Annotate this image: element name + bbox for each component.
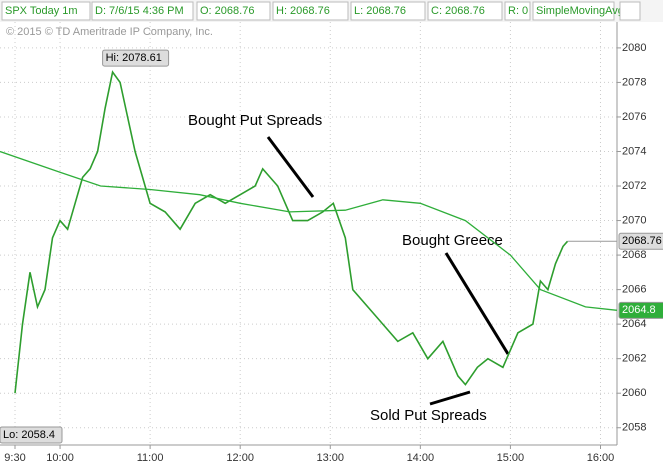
- y-tick-label: 2070: [622, 214, 646, 226]
- price-label-box: [618, 232, 663, 250]
- header-field-box: [272, 1, 349, 21]
- annotation-arrow: [266, 136, 315, 198]
- x-tick-label: 16:00: [587, 452, 615, 464]
- header-field-box: [427, 1, 503, 21]
- header-field-box: [532, 1, 615, 21]
- y-tick-label: 2062: [622, 353, 646, 365]
- y-tick-label: 2068: [622, 249, 646, 261]
- price-label: 2068.76: [622, 235, 662, 247]
- header-field: L: 2068.76: [354, 5, 406, 17]
- price-label: Lo: 2058.4: [3, 429, 55, 441]
- y-tick-label: 2066: [622, 284, 646, 296]
- header-icon: [619, 1, 641, 21]
- y-tick-label: 2072: [622, 180, 646, 192]
- header-field: C: 2068.76: [431, 5, 485, 17]
- y-tick-label: 2078: [622, 76, 646, 88]
- header-field: R: 0: [508, 5, 528, 17]
- y-tick-label: 2080: [622, 42, 646, 54]
- annotation-arrow: [444, 252, 510, 355]
- annotation: Sold Put Spreads: [370, 407, 487, 424]
- x-tick-label: 10:00: [46, 452, 74, 464]
- header: SPX Today 1m D: 7/6/15 4:36 PM O: 2068.76 H…: [0, 0, 663, 22]
- header-field: O: 2068.76: [200, 5, 254, 17]
- y-tick-label: 2074: [622, 145, 646, 157]
- price-label-box: [618, 301, 663, 319]
- price-line: [14, 70, 569, 394]
- annotation-arrow: [429, 390, 471, 406]
- annotation: Bought Put Spreads: [188, 112, 322, 129]
- header-field: H: 2068.76: [276, 5, 330, 17]
- header-field-box: [91, 1, 194, 21]
- header-field: SPX Today 1m: [5, 5, 78, 17]
- x-tick-label: 12:00: [226, 452, 254, 464]
- price-line: [0, 150, 618, 311]
- header-field-box: [1, 1, 91, 21]
- x-tick-label: 11:00: [137, 452, 164, 464]
- header-field: D: 7/6/15 4:36 PM: [95, 5, 184, 17]
- x-tick-label: 9:30: [4, 452, 25, 464]
- y-tick-label: 2076: [622, 111, 646, 123]
- header-field: SimpleMovingAvg ...: [536, 5, 636, 17]
- annotation: Bought Greece: [402, 232, 503, 249]
- y-tick-label: 2064: [622, 318, 646, 330]
- x-tick-label: 15:00: [497, 452, 525, 464]
- price-label-box: [0, 426, 63, 444]
- header-field-box: [350, 1, 426, 21]
- x-tick-label: 14:00: [407, 452, 435, 464]
- header-field-box: [504, 1, 531, 21]
- price-label: 2064.8: [622, 304, 656, 316]
- price-label: Hi: 2078.61: [106, 52, 162, 64]
- y-tick-label: 2060: [622, 387, 646, 399]
- x-tick-label: 13:00: [317, 452, 345, 464]
- y-tick-label: 2058: [622, 422, 646, 434]
- price-label-box: [102, 49, 170, 67]
- header-field-box: [196, 1, 271, 21]
- copyright: © 2015 © TD Ameritrade IP Company, Inc.: [6, 26, 213, 38]
